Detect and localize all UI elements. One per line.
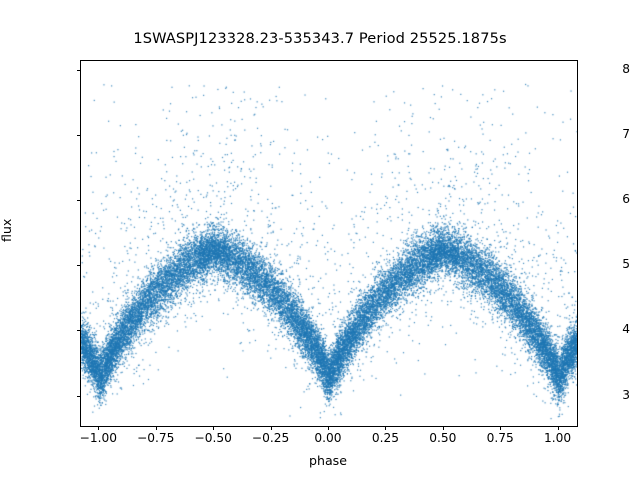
y-tick-label: 3 — [622, 387, 630, 402]
x-tick-mark — [156, 426, 157, 430]
scatter-plot-area — [81, 61, 577, 426]
y-tick-label: 4 — [622, 322, 630, 337]
x-tick-label: −0.50 — [194, 431, 232, 445]
y-tick-mark — [76, 70, 80, 71]
x-tick-label: 0.25 — [371, 431, 399, 445]
x-tick-mark — [385, 426, 386, 430]
x-tick-label: −0.25 — [251, 431, 290, 445]
x-tick-label: −1.00 — [79, 431, 118, 445]
x-tick-mark — [328, 426, 329, 430]
y-tick-label: 6 — [622, 192, 630, 207]
chart-title: 1SWASPJ123328.23-535343.7 Period 25525.1… — [133, 30, 507, 47]
y-tick-mark — [76, 265, 80, 266]
y-tick-label: 8 — [622, 61, 630, 76]
x-tick-label: 0.75 — [486, 431, 514, 445]
y-tick-mark — [76, 396, 80, 397]
x-tick-label: 0.00 — [314, 431, 342, 445]
x-tick-mark — [500, 426, 501, 430]
x-tick-label: −0.75 — [137, 431, 175, 445]
x-tick-label: 1.00 — [544, 431, 572, 445]
y-tick-mark — [76, 200, 80, 201]
x-tick-mark — [558, 426, 559, 430]
x-tick-mark — [213, 426, 214, 430]
y-axis-label: flux — [0, 218, 14, 242]
y-tick-label: 5 — [622, 257, 630, 272]
x-tick-mark — [271, 426, 272, 430]
x-tick-mark — [98, 426, 99, 430]
y-tick-label: 7 — [622, 126, 630, 141]
y-tick-mark — [76, 135, 80, 136]
x-axis-label: phase — [308, 453, 347, 468]
y-tick-mark — [76, 330, 80, 331]
x-tick-mark — [443, 426, 444, 430]
x-tick-label: 0.50 — [429, 431, 457, 445]
plot-axes-frame — [80, 60, 578, 427]
